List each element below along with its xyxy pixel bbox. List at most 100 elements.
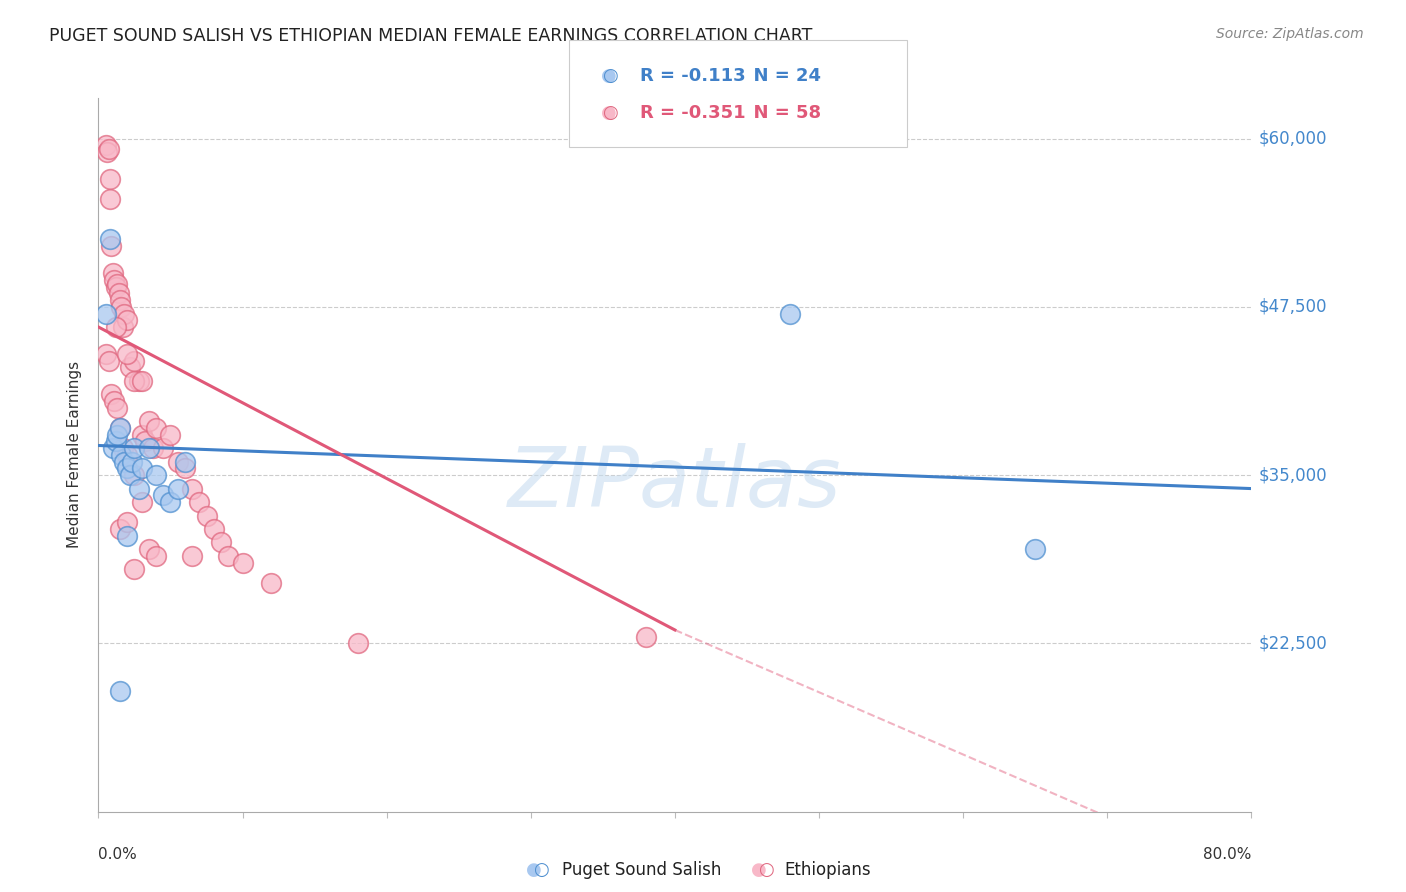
Point (117, 313, 138, 327)
Point (110, 300, 132, 314)
Point (98, 232, 121, 246)
Text: ○: ○ (602, 67, 619, 85)
Point (94, 307, 117, 321)
Text: ○: ○ (602, 104, 619, 122)
Point (138, 414, 160, 428)
Point (636, 630, 658, 644)
Text: Source: ZipAtlas.com: Source: ZipAtlas.com (1216, 27, 1364, 41)
Point (101, 441, 124, 455)
Point (105, 277, 128, 291)
Point (152, 488, 174, 502)
Point (174, 461, 197, 475)
Point (131, 495, 153, 509)
Point (104, 434, 127, 449)
Point (134, 434, 156, 449)
Point (97, 142, 120, 156)
Text: $47,500: $47,500 (1258, 298, 1327, 316)
Point (152, 441, 174, 455)
Point (96, 145, 118, 159)
Point (231, 556, 254, 570)
Point (112, 455, 135, 469)
Point (120, 360, 142, 375)
Point (120, 468, 142, 483)
Point (100, 387, 122, 401)
Point (124, 353, 146, 368)
Text: R = -0.351: R = -0.351 (640, 104, 745, 122)
Point (110, 448, 132, 462)
Point (159, 427, 181, 442)
Point (124, 468, 146, 483)
Text: ●: ● (600, 67, 617, 85)
Point (128, 374, 150, 388)
Text: ●: ● (751, 861, 768, 879)
Text: $60,000: $60,000 (1258, 129, 1327, 147)
Point (142, 441, 165, 455)
Point (108, 421, 131, 435)
Point (108, 683, 131, 698)
Point (105, 401, 128, 415)
Point (202, 522, 225, 536)
Point (138, 441, 160, 455)
Text: ○: ○ (758, 861, 775, 879)
Point (346, 636, 368, 650)
Point (159, 495, 181, 509)
Text: 0.0%: 0.0% (98, 847, 138, 863)
Point (103, 394, 125, 409)
Point (108, 522, 131, 536)
Point (131, 374, 153, 388)
Text: $22,500: $22,500 (1258, 634, 1327, 652)
Point (124, 562, 146, 576)
Point (111, 441, 134, 455)
Point (121, 455, 143, 469)
Point (181, 549, 204, 563)
Point (105, 427, 128, 442)
Point (117, 515, 138, 529)
Text: $35,000: $35,000 (1258, 467, 1327, 484)
Text: N = 24: N = 24 (741, 67, 821, 85)
Point (166, 455, 188, 469)
Text: 80.0%: 80.0% (1204, 847, 1251, 863)
Point (101, 266, 124, 280)
Point (108, 293, 131, 307)
Point (100, 239, 122, 253)
Text: ○: ○ (533, 861, 550, 879)
Point (209, 535, 232, 549)
Point (188, 495, 211, 509)
Point (111, 320, 134, 334)
Text: Ethiopians: Ethiopians (785, 861, 872, 879)
Text: ZIPatlas: ZIPatlas (508, 443, 842, 524)
Text: ●: ● (600, 104, 617, 122)
Point (124, 374, 146, 388)
Point (145, 421, 167, 435)
Point (174, 455, 197, 469)
Point (217, 549, 239, 563)
Point (145, 468, 167, 483)
Point (104, 320, 127, 334)
Point (117, 529, 138, 543)
Point (112, 307, 135, 321)
Point (103, 273, 125, 287)
Point (138, 542, 160, 557)
Point (98, 172, 121, 186)
Point (108, 421, 131, 435)
Text: ●: ● (526, 861, 543, 879)
Point (1024, 542, 1046, 557)
Point (166, 482, 188, 496)
Text: PUGET SOUND SALISH VS ETHIOPIAN MEDIAN FEMALE EARNINGS CORRELATION CHART: PUGET SOUND SALISH VS ETHIOPIAN MEDIAN F… (49, 27, 813, 45)
Point (117, 448, 138, 462)
Point (94, 138, 117, 153)
Point (260, 575, 283, 590)
Point (131, 461, 153, 475)
Point (131, 427, 153, 442)
Text: Puget Sound Salish: Puget Sound Salish (562, 861, 721, 879)
Y-axis label: Median Female Earnings: Median Female Earnings (67, 361, 83, 549)
Point (128, 482, 150, 496)
Point (97, 353, 120, 368)
Point (145, 549, 167, 563)
Point (124, 441, 146, 455)
Point (104, 279, 127, 293)
Point (94, 347, 117, 361)
Point (195, 508, 218, 523)
Point (181, 482, 204, 496)
Point (107, 286, 129, 301)
